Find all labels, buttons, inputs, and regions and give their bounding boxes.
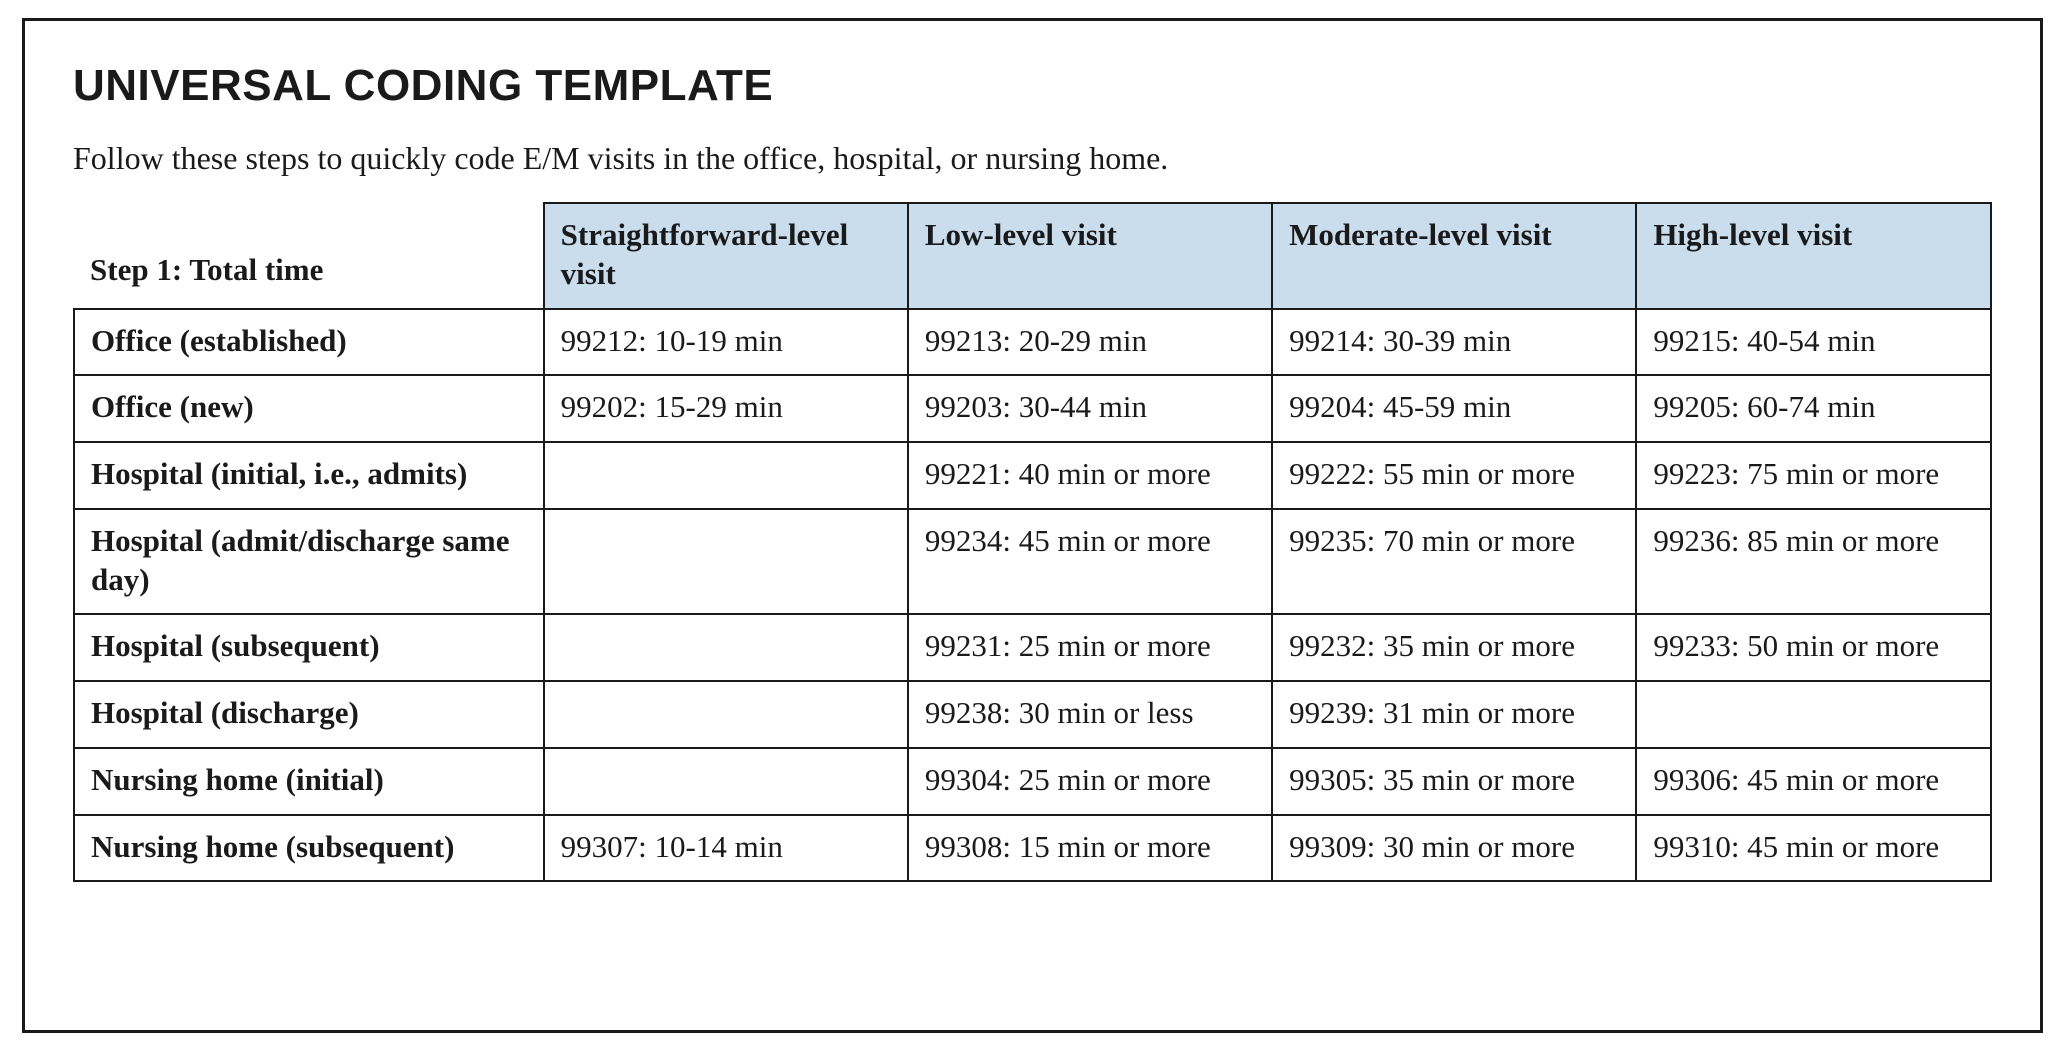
table-cell: 99236: 85 min or more — [1636, 509, 1991, 615]
page-title: UNIVERSAL CODING TEMPLATE — [73, 61, 1992, 111]
coding-table: Step 1: Total time Straightforward-level… — [73, 202, 1992, 882]
table-row: Nursing home (initial) 99304: 25 min or m… — [74, 748, 1991, 815]
table-cell: 99204: 45-59 min — [1272, 375, 1636, 442]
table-cell: 99222: 55 min or more — [1272, 442, 1636, 509]
table-cell: 99221: 40 min or more — [908, 442, 1272, 509]
table-cell — [544, 748, 908, 815]
row-label: Nursing home (subsequent) — [74, 815, 544, 882]
table-row: Office (established)99212: 10-19 min9921… — [74, 309, 1991, 376]
table-cell: 99215: 40-54 min — [1636, 309, 1991, 376]
table-cell: 99238: 30 min or less — [908, 681, 1272, 748]
col-header-moderate: Moderate-level visit — [1272, 203, 1636, 309]
table-cell — [544, 681, 908, 748]
table-cell: 99205: 60-74 min — [1636, 375, 1991, 442]
table-cell: 99308: 15 min or more — [908, 815, 1272, 882]
table-cell: 99202: 15-29 min — [544, 375, 908, 442]
row-label: Hospital (initial, i.e., admits) — [74, 442, 544, 509]
table-cell: 99235: 70 min or more — [1272, 509, 1636, 615]
page: UNIVERSAL CODING TEMPLATE Follow these s… — [0, 0, 2065, 1051]
table-cell: 99213: 20-29 min — [908, 309, 1272, 376]
row-label: Hospital (subsequent) — [74, 614, 544, 681]
col-header-high: High-level visit — [1636, 203, 1991, 309]
table-row: Office (new)99202: 15-29 min99203: 30-44… — [74, 375, 1991, 442]
row-header-title: Step 1: Total time — [74, 203, 544, 309]
table-cell: 99233: 50 min or more — [1636, 614, 1991, 681]
table-cell — [1636, 681, 1991, 748]
table-row: Hospital (subsequent) 99231: 25 min or mo… — [74, 614, 1991, 681]
table-cell: 99231: 25 min or more — [908, 614, 1272, 681]
table-cell: 99305: 35 min or more — [1272, 748, 1636, 815]
table-cell: 99223: 75 min or more — [1636, 442, 1991, 509]
row-label: Nursing home (initial) — [74, 748, 544, 815]
table-cell: 99309: 30 min or more — [1272, 815, 1636, 882]
col-header-low: Low-level visit — [908, 203, 1272, 309]
row-label: Hospital (admit/discharge same day) — [74, 509, 544, 615]
table-header-row: Step 1: Total time Straightforward-level… — [74, 203, 1991, 309]
table-cell — [544, 614, 908, 681]
table-cell: 99232: 35 min or more — [1272, 614, 1636, 681]
table-cell — [544, 442, 908, 509]
col-header-straightforward: Straightforward-level visit — [544, 203, 908, 309]
table-cell: 99306: 45 min or more — [1636, 748, 1991, 815]
row-label: Hospital (discharge) — [74, 681, 544, 748]
table-cell: 99212: 10-19 min — [544, 309, 908, 376]
table-cell: 99214: 30-39 min — [1272, 309, 1636, 376]
row-label: Office (established) — [74, 309, 544, 376]
table-cell: 99310: 45 min or more — [1636, 815, 1991, 882]
table-row: Hospital (discharge) 99238: 30 min or les… — [74, 681, 1991, 748]
row-label: Office (new) — [74, 375, 544, 442]
table-cell — [544, 509, 908, 615]
table-cell: 99304: 25 min or more — [908, 748, 1272, 815]
table-cell: 99239: 31 min or more — [1272, 681, 1636, 748]
table-row: Hospital (initial, i.e., admits) 99221: 4… — [74, 442, 1991, 509]
table-body: Office (established)99212: 10-19 min9921… — [74, 309, 1991, 882]
content-frame: UNIVERSAL CODING TEMPLATE Follow these s… — [22, 18, 2043, 1033]
table-cell: 99203: 30-44 min — [908, 375, 1272, 442]
table-cell: 99234: 45 min or more — [908, 509, 1272, 615]
table-row: Nursing home (subsequent)99307: 10-14 mi… — [74, 815, 1991, 882]
table-row: Hospital (admit/discharge same day) 99234… — [74, 509, 1991, 615]
page-subtitle: Follow these steps to quickly code E/M v… — [73, 137, 1992, 180]
table-cell: 99307: 10-14 min — [544, 815, 908, 882]
